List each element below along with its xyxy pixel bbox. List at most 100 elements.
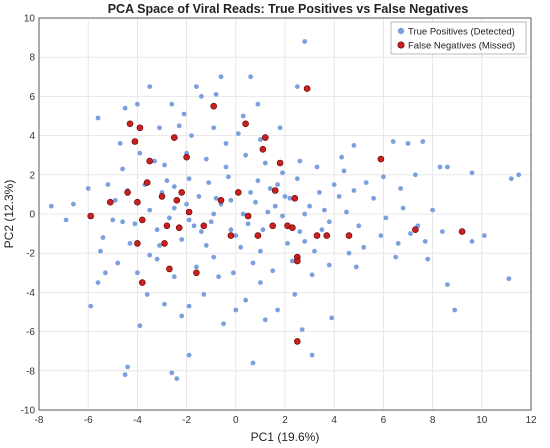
true-positive-point: [120, 219, 125, 225]
true-positive-point: [413, 172, 418, 178]
chart-title: PCA Space of Viral Reads: True Positives…: [108, 2, 469, 16]
true-positive-point: [312, 248, 317, 254]
true-positive-point: [88, 303, 94, 309]
true-positive-point: [319, 227, 325, 233]
legend-marker-false-negatives: [397, 41, 405, 49]
chart-legend: True Positives (Detected) False Negative…: [390, 21, 527, 55]
true-positive-point: [307, 203, 312, 209]
true-positive-point: [329, 315, 335, 321]
true-positive-point: [186, 217, 192, 223]
true-positive-point: [100, 235, 106, 240]
y-tick-label: -6: [26, 327, 35, 338]
true-positive-point: [85, 186, 91, 191]
true-positive-point: [71, 201, 76, 207]
true-positive-point: [245, 221, 251, 227]
x-tick-label: 6: [381, 415, 387, 426]
true-positive-point: [157, 243, 162, 248]
true-positive-point: [250, 260, 256, 266]
true-positive-point: [213, 92, 219, 97]
true-positive-point: [194, 264, 199, 270]
plot-frame: [38, 17, 532, 411]
true-positive-point: [201, 292, 207, 297]
false-negative-point: [143, 179, 151, 186]
legend-box: [390, 21, 527, 55]
true-positive-point: [223, 141, 229, 146]
true-positive-point: [135, 101, 140, 107]
false-negative-point: [293, 257, 301, 265]
legend-marker-true-positives: [397, 27, 405, 35]
false-negative-point: [158, 193, 166, 200]
true-positive-point: [235, 131, 241, 137]
false-negative-point: [244, 212, 252, 220]
true-positive-point: [258, 280, 263, 285]
true-positive-point: [262, 160, 268, 166]
false-negative-point: [293, 338, 301, 345]
x-tick-label: 8: [430, 415, 436, 426]
false-negative-point: [210, 102, 217, 110]
false-negative-point: [261, 134, 269, 141]
true-positive-point: [287, 195, 293, 201]
false-negative-point: [217, 197, 225, 204]
true-positive-point: [211, 125, 217, 131]
false-negative-point: [291, 195, 299, 202]
true-positive-point: [154, 227, 160, 233]
true-positive-point: [258, 248, 263, 254]
true-positive-point: [211, 211, 217, 217]
false-negative-point: [171, 134, 178, 141]
true-positive-point: [395, 241, 401, 246]
true-positive-point: [103, 270, 108, 276]
true-positive-point: [302, 39, 308, 44]
true-positive-point: [125, 364, 130, 370]
true-positive-point: [199, 229, 204, 235]
true-positive-point: [270, 268, 276, 274]
false-negative-point: [126, 120, 134, 128]
true-positive-point: [297, 229, 303, 235]
true-positive-point: [381, 174, 386, 180]
legend-label-false-negatives: False Negatives (Missed): [408, 41, 515, 52]
true-positive-point: [191, 223, 197, 229]
true-positive-point: [341, 168, 347, 174]
true-positive-point: [248, 190, 254, 195]
true-positive-point: [299, 327, 305, 332]
true-positive-point: [420, 139, 426, 144]
true-positive-point: [371, 195, 376, 201]
true-positive-point: [262, 317, 268, 323]
true-positive-point: [233, 233, 239, 239]
true-positive-point: [147, 207, 153, 213]
true-positive-point: [233, 307, 239, 313]
true-positive-point: [260, 227, 266, 233]
true-positive-point: [189, 133, 194, 139]
true-positive-point: [422, 239, 428, 244]
false-negative-point: [139, 216, 146, 224]
true-positive-point: [331, 182, 337, 188]
true-positive-point: [194, 84, 199, 89]
false-negative-point: [107, 198, 114, 206]
true-positive-point: [213, 195, 219, 201]
false-negative-point: [458, 228, 466, 235]
true-positive-point: [294, 176, 300, 182]
true-positive-point: [282, 194, 288, 199]
true-positive-point: [171, 274, 177, 280]
true-positive-point: [297, 158, 303, 164]
false-negative-point: [303, 85, 311, 92]
true-positive-point: [137, 323, 143, 329]
true-positive-point: [314, 164, 320, 170]
x-tick-label: -6: [84, 415, 93, 426]
x-tick-label: 2: [282, 415, 288, 426]
true-positive-point: [326, 262, 332, 268]
true-positive-point: [63, 217, 69, 223]
false-negative-point: [235, 189, 242, 196]
true-positive-point: [181, 111, 187, 117]
true-positive-point: [144, 292, 150, 297]
false-negative-point: [271, 187, 279, 194]
true-positive-point: [309, 352, 315, 358]
true-positives-series: [48, 39, 522, 381]
true-positive-point: [280, 213, 285, 219]
true-positive-point: [248, 74, 254, 80]
false-negatives-series: [87, 85, 466, 345]
true-positive-point: [336, 194, 342, 199]
true-positive-point: [469, 170, 475, 176]
true-positive-point: [122, 372, 128, 378]
true-positive-point: [440, 229, 445, 235]
